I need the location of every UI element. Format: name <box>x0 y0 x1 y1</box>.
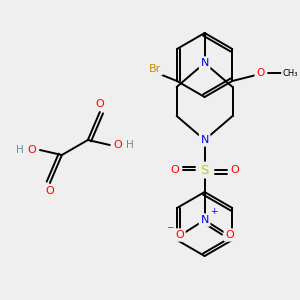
Text: O: O <box>95 99 104 109</box>
Text: O: O <box>170 165 179 175</box>
Text: O: O <box>225 230 234 240</box>
Text: −: − <box>166 223 173 232</box>
Text: O: O <box>230 165 239 175</box>
Text: N: N <box>200 135 209 145</box>
Text: H: H <box>16 145 24 155</box>
Text: O: O <box>46 186 54 196</box>
Text: H: H <box>126 140 134 150</box>
Text: +: + <box>210 208 218 217</box>
Text: CH₃: CH₃ <box>282 68 298 77</box>
Text: N: N <box>200 215 209 225</box>
Text: O: O <box>28 145 36 155</box>
Text: O: O <box>113 140 122 150</box>
Text: O: O <box>256 68 264 78</box>
Text: O: O <box>175 230 184 240</box>
Text: Br: Br <box>149 64 161 74</box>
Text: N: N <box>200 58 209 68</box>
Text: S: S <box>200 164 209 176</box>
